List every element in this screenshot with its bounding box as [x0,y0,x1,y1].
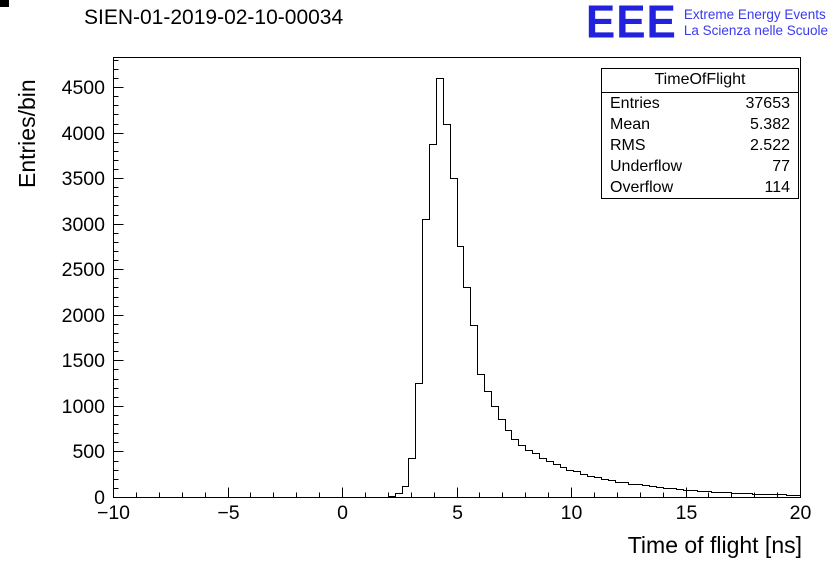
canvas-corner-mark [0,0,9,7]
x-tick-label: 15 [676,502,698,524]
y-tick-label: 1000 [62,396,106,418]
x-tick-label: 20 [790,502,812,524]
eee-logo-line1: Extreme Energy Events [683,7,826,22]
stats-row-overflow: Overflow 114 [602,177,798,198]
stats-label: Entries [610,94,660,112]
stats-row-rms: RMS 2.522 [602,135,798,156]
y-tick-label: 4000 [62,123,106,145]
stats-value: 77 [772,157,790,175]
stats-row-underflow: Underflow 77 [602,156,798,177]
y-tick-label: 2000 [62,305,106,327]
x-tick-label: −10 [97,502,130,524]
x-tick-label: 0 [337,502,348,524]
y-tick-label: 1500 [62,350,106,372]
eee-logo-line2: La Scienza nelle Scuole [683,23,828,38]
stats-box: TimeOfFlight Entries 37653 Mean 5.382 RM… [601,68,799,199]
stats-label: Overflow [610,178,674,196]
y-tick-label: 500 [72,441,105,463]
y-tick-label: 3500 [62,168,106,190]
x-axis-title: Time of flight [ns] [627,532,802,558]
stats-label: RMS [610,136,646,154]
stats-value: 114 [764,178,790,196]
stats-label: Mean [610,115,651,133]
x-tick-label: −5 [217,502,239,524]
eee-logo-subtitle: Extreme Energy Events La Scienza nelle S… [684,7,828,39]
histogram-line [113,77,802,499]
x-tick-label: 10 [561,502,583,524]
stats-row-mean: Mean 5.382 [602,114,798,135]
stats-box-title: TimeOfFlight [602,69,798,93]
x-tick-label: 5 [452,502,463,524]
stats-value: 37653 [745,94,791,112]
eee-logo-text: EEE [585,0,677,49]
stats-row-entries: Entries 37653 [602,93,798,114]
stats-value: 2.522 [749,136,790,154]
stats-label: Underflow [610,157,683,175]
y-tick-label: 4500 [62,77,106,99]
stats-value: 5.382 [749,115,790,133]
y-tick-label: 0 [94,487,105,509]
plot-title: SIEN-01-2019-02-10-00034 [84,6,344,29]
eee-logo: EEE Extreme Energy Events La Scienza nel… [585,0,828,49]
y-tick-label: 3000 [62,214,106,236]
y-tick-label: 2500 [62,259,106,281]
